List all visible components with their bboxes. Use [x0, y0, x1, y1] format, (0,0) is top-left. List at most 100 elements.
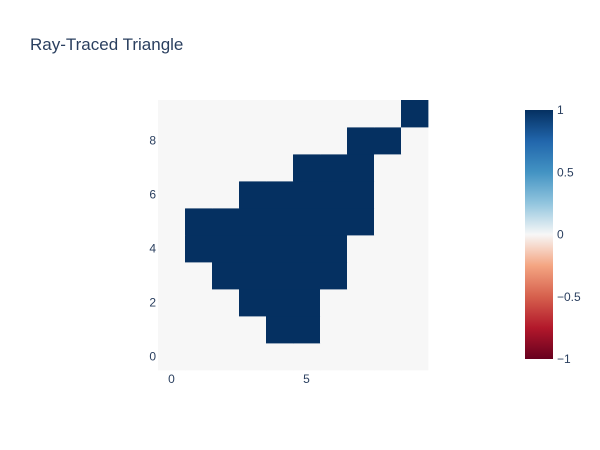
- heatmap-cell: [158, 181, 186, 209]
- heatmap-cell: [185, 316, 213, 344]
- heatmap-cell: [158, 289, 186, 317]
- y-tick-label: 2: [149, 296, 156, 310]
- heatmap-cell: [293, 154, 321, 182]
- y-tick-label: 0: [149, 350, 156, 364]
- heatmap-cell: [347, 154, 375, 182]
- heatmap-cell: [320, 235, 348, 263]
- heatmap-cell: [293, 343, 321, 371]
- heatmap-cell: [185, 262, 213, 290]
- colorbar-tick-label: −1: [557, 352, 571, 366]
- heatmap-cell: [266, 235, 294, 263]
- heatmap-cell: [212, 262, 240, 290]
- heatmap-cell: [347, 100, 375, 128]
- heatmap-cell: [158, 154, 186, 182]
- heatmap-cell: [266, 316, 294, 344]
- heatmap-cell: [347, 262, 375, 290]
- heatmap-cell: [266, 100, 294, 128]
- heatmap-cell: [347, 208, 375, 236]
- heatmap-cell: [347, 127, 375, 155]
- heatmap-cell: [401, 100, 429, 128]
- heatmap-cell: [320, 154, 348, 182]
- heatmap-cell: [374, 235, 402, 263]
- heatmap-cell: [239, 289, 267, 317]
- heatmap-cell: [266, 343, 294, 371]
- heatmap-cell: [266, 181, 294, 209]
- y-axis: 0 2 4 6 8: [149, 134, 156, 364]
- heatmap-cell: [266, 154, 294, 182]
- y-tick-label: 8: [149, 134, 156, 148]
- heatmap-cell: [374, 154, 402, 182]
- colorbar-tick-label: 0.5: [557, 165, 574, 179]
- colorbar-gradient: [525, 110, 553, 359]
- plot-area: [158, 100, 429, 371]
- heatmap-cell: [293, 262, 321, 290]
- heatmap-cell: [158, 235, 186, 263]
- heatmap-cell: [158, 343, 186, 371]
- heatmap-cell: [401, 262, 429, 290]
- heatmap-cell: [185, 154, 213, 182]
- heatmap-cell: [212, 154, 240, 182]
- heatmap-cell: [320, 181, 348, 209]
- heatmap-cell: [293, 100, 321, 128]
- heatmap-cell: [239, 154, 267, 182]
- heatmap-cell: [374, 127, 402, 155]
- chart-title: Ray-Traced Triangle: [30, 35, 183, 54]
- y-tick-label: 6: [149, 188, 156, 202]
- heatmap-cell: [185, 343, 213, 371]
- heatmap-cell: [401, 154, 429, 182]
- colorbar-tick-label: −0.5: [557, 290, 581, 304]
- heatmap-cell: [293, 316, 321, 344]
- heatmap-cell: [239, 262, 267, 290]
- heatmap-cell: [158, 100, 186, 128]
- heatmap-cell: [293, 208, 321, 236]
- heatmap-cell: [293, 289, 321, 317]
- heatmap-cell: [347, 343, 375, 371]
- heatmap-cell: [158, 127, 186, 155]
- heatmap-cell: [239, 235, 267, 263]
- heatmap-cell: [239, 181, 267, 209]
- heatmap-cell: [347, 289, 375, 317]
- heatmap-cell: [212, 127, 240, 155]
- heatmap-cell: [266, 289, 294, 317]
- heatmap-cell: [374, 262, 402, 290]
- heatmap-cell: [347, 316, 375, 344]
- heatmap-cell: [185, 289, 213, 317]
- heatmap-cell: [158, 262, 186, 290]
- heatmap-cell: [320, 100, 348, 128]
- heatmap-cell: [320, 262, 348, 290]
- heatmap-cell: [239, 343, 267, 371]
- heatmap-cell: [320, 208, 348, 236]
- heatmap-cell: [158, 208, 186, 236]
- heatmap-cell: [266, 262, 294, 290]
- heatmap-cell: [374, 181, 402, 209]
- heatmap-cell: [401, 181, 429, 209]
- heatmap-cell: [185, 100, 213, 128]
- heatmap-cell: [239, 127, 267, 155]
- heatmap-cell: [239, 316, 267, 344]
- heatmap-cell: [320, 289, 348, 317]
- heatmap-cell: [374, 316, 402, 344]
- heatmap-cell: [185, 181, 213, 209]
- heatmap-cell: [347, 181, 375, 209]
- heatmap-cell: [401, 127, 429, 155]
- heatmap-cell: [320, 316, 348, 344]
- heatmap-cell: [401, 343, 429, 371]
- heatmap-cell: [212, 289, 240, 317]
- heatmap-cell: [401, 316, 429, 344]
- x-tick-label: 5: [303, 372, 310, 386]
- heatmap-cell: [212, 343, 240, 371]
- heatmap-cell: [239, 100, 267, 128]
- heatmap-cell: [293, 181, 321, 209]
- heatmap-cell: [266, 208, 294, 236]
- heatmap-cell: [212, 316, 240, 344]
- x-tick-label: 0: [168, 372, 175, 386]
- heatmap-cell: [320, 343, 348, 371]
- heatmap-cell: [401, 235, 429, 263]
- y-tick-label: 4: [149, 242, 156, 256]
- heatmap-cell: [347, 235, 375, 263]
- heatmap-cell: [212, 208, 240, 236]
- heatmap-cell: [185, 235, 213, 263]
- heatmap-cell: [239, 208, 267, 236]
